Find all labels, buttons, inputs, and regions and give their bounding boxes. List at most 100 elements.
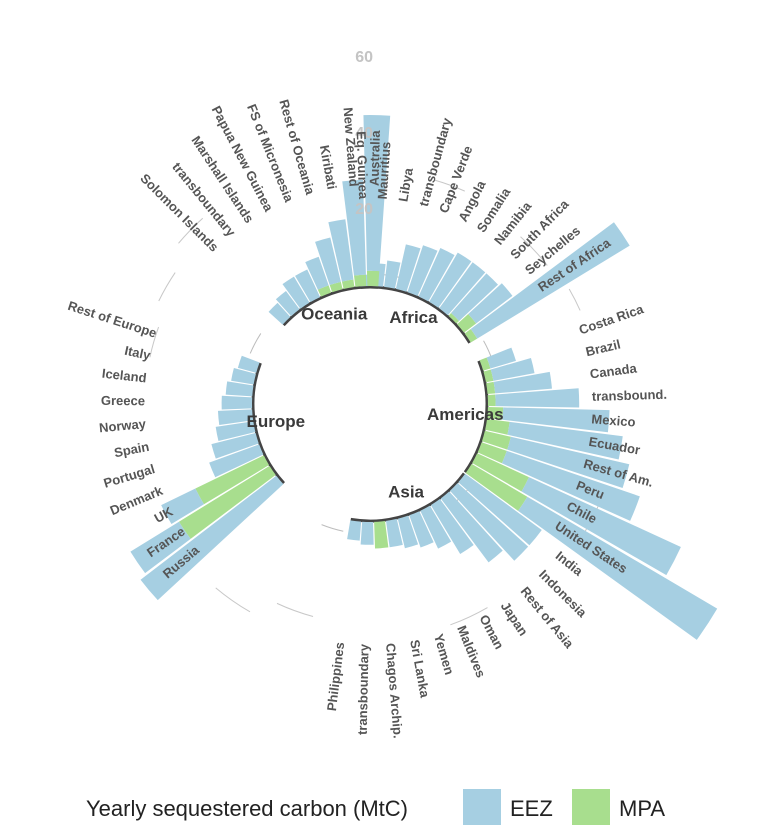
bar-eez-oceania-rest-of-oceania — [315, 237, 341, 286]
label-asia-oman: Oman — [477, 612, 508, 652]
bar-mpa-europe-france — [178, 465, 276, 539]
bars-layer — [130, 114, 718, 640]
bar-eez-americas-costa-rica — [486, 347, 516, 369]
bar-eez-oceania-fs-of-micronesia — [305, 256, 329, 290]
label-oceania-new-zealand: New Zealand — [340, 107, 361, 187]
guide-arc-8 — [149, 326, 160, 358]
bar-mpa-oceania-kiribati — [341, 279, 355, 289]
label-africa-eq-guinea: Eq. Guinea — [354, 131, 372, 200]
bar-mpa-europe-uk — [195, 455, 269, 505]
bar-eez-europe-spain — [215, 421, 256, 441]
tick-40: 40 — [355, 125, 373, 142]
bar-eez-asia-yemen — [397, 515, 419, 549]
bar-mpa-americas-brazil — [483, 369, 494, 383]
bar-mpa-oceania-rest-of-oceania — [329, 281, 343, 293]
bar-eez-africa-south-africa — [451, 273, 498, 321]
guide-arc-5 — [450, 607, 488, 626]
label-asia-yemen: Yemen — [431, 632, 457, 676]
baseline-asia — [350, 472, 466, 523]
legend: Yearly sequestered carbon (MtC) EEZ MPA — [86, 789, 665, 825]
bar-mpa-americas-rest-of-am — [481, 430, 511, 450]
bar-eez-americas-rest-of-am — [507, 436, 630, 488]
baseline-americas — [463, 360, 489, 474]
bar-eez-europe-france — [130, 521, 191, 574]
bar-eez-asia-maldives — [409, 511, 434, 548]
guide-arc-6 — [276, 602, 314, 617]
legend-label-eez: EEZ — [510, 796, 553, 821]
bar-eez-oceania-solomon-islands — [268, 302, 291, 325]
bar-mpa-americas-united-states — [465, 463, 528, 511]
bar-mpa-americas-costa-rica — [479, 357, 491, 371]
tick-20: 20 — [355, 201, 373, 218]
label-oceania-kiribati: Kiribati — [317, 144, 340, 191]
guide-arc-1 — [434, 179, 465, 192]
bar-mpa-americas-peru — [477, 442, 507, 464]
bar-eez-africa-transboundary — [395, 244, 421, 292]
bar-eez-oceania-papua-new-guinea — [295, 269, 321, 303]
bar-eez-oceania-new-zealand — [342, 179, 366, 276]
bar-mpa-americas-chile — [472, 453, 529, 492]
bar-mpa-oceania-australia — [366, 270, 380, 287]
guide-arc-9 — [158, 272, 176, 302]
label-asia-chagos-archip: Chagos Archip. — [383, 643, 406, 739]
bar-eez-asia-transboundary — [360, 521, 374, 545]
bar-mpa-africa-seychelles — [457, 314, 477, 333]
bar-eez-americas-canada — [493, 371, 552, 394]
region-label-europe: Europe — [246, 412, 305, 431]
label-europe-italy: Italy — [123, 343, 152, 363]
bar-eez-asia-india — [458, 473, 542, 546]
bar-eez-asia-indonesia — [449, 483, 529, 561]
region-label-asia: Asia — [388, 482, 424, 501]
bar-eez-oceania-australia — [363, 114, 391, 272]
radial-ticks: 20406080 — [355, 49, 373, 218]
bar-eez-europe-greece — [221, 395, 253, 410]
guide-arc-2 — [520, 236, 548, 266]
bar-mpa-oceania-fs-of-micronesia — [317, 285, 332, 297]
tick-60: 60 — [355, 49, 373, 66]
bar-eez-americas-mexico — [502, 407, 610, 433]
bar-eez-africa-libya — [384, 260, 401, 289]
bar-mpa-americas-mexico — [487, 407, 504, 420]
bar-eez-africa-somalia — [429, 252, 472, 308]
label-africa-libya: Libya — [395, 166, 416, 203]
label-americas-costa-rica: Costa Rica — [577, 301, 646, 337]
bar-eez-americas-united-states — [518, 496, 718, 640]
bar-mpa-africa-south-africa — [448, 313, 460, 324]
bar-mpa-africa-rest-of-africa — [464, 328, 478, 343]
label-europe-rest-of-europe: Rest of Europe — [66, 298, 159, 341]
bar-eez-oceania-marshall-islands — [282, 276, 310, 309]
separator-inner-europe — [249, 333, 262, 354]
bar-eez-americas-chile — [521, 477, 681, 576]
bar-eez-africa-seychelles — [468, 283, 513, 324]
bar-eez-asia-oman — [420, 505, 452, 549]
label-europe-iceland: Iceland — [101, 366, 147, 386]
bar-eez-americas-transbound — [495, 388, 580, 408]
label-asia-japan: Japan — [498, 599, 531, 639]
bar-mpa-americas-canada — [486, 381, 496, 395]
legend-label-mpa: MPA — [619, 796, 665, 821]
bar-eez-africa-angola — [418, 247, 455, 302]
label-africa-mauritius: Mauritius — [375, 141, 394, 200]
label-asia-transboundary: transboundary — [355, 643, 372, 735]
bar-eez-europe-russia — [140, 475, 284, 601]
label-asia-sri-lanka: Sri Lanka — [407, 638, 433, 699]
bar-mpa-americas-ecuador — [485, 418, 510, 435]
label-americas-brazil: Brazil — [584, 336, 622, 359]
bar-mpa-oceania-new-zealand — [354, 274, 367, 287]
label-oceania-australia: Australia — [367, 129, 383, 186]
bar-eez-africa-cape-verde — [407, 245, 438, 297]
label-americas-canada: Canada — [589, 360, 638, 381]
legend-title: Yearly sequestered carbon (MtC) — [86, 796, 408, 821]
guide-arc-10 — [178, 217, 204, 244]
bar-mpa-asia-chagos-archip — [374, 521, 389, 549]
bar-eez-europe-denmark — [209, 444, 264, 478]
bar-eez-europe-italy — [231, 368, 256, 385]
bar-eez-asia-philippines — [347, 520, 362, 541]
baseline-oceania — [282, 285, 378, 327]
label-europe-greece: Greece — [101, 393, 145, 408]
label-europe-norway: Norway — [98, 416, 147, 435]
bar-eez-americas-peru — [501, 450, 640, 521]
legend-swatch-eez — [463, 789, 501, 825]
region-label-africa: Africa — [389, 308, 438, 327]
